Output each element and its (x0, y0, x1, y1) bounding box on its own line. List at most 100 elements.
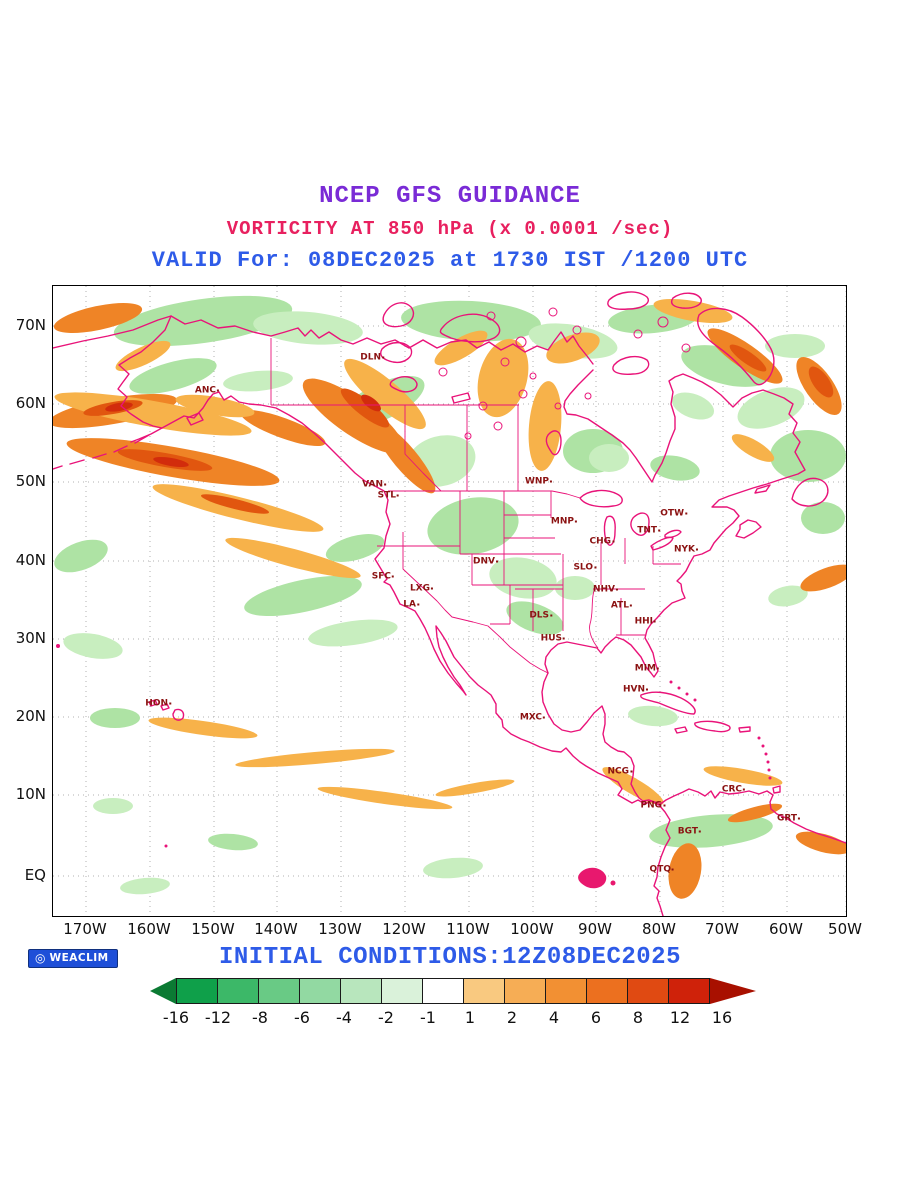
station-code: DLS (529, 610, 549, 621)
coastline-path (53, 315, 594, 365)
lon-tick-label: 170W (63, 920, 107, 938)
island-path (697, 307, 775, 386)
lon-tick-label: 100W (510, 920, 554, 938)
border-path (270, 338, 681, 674)
station-code: PNG (640, 800, 662, 811)
lat-tick-label: 60N (15, 394, 46, 412)
lake-path (389, 376, 418, 393)
colorbar-segment (217, 978, 259, 1004)
island-path (754, 484, 771, 494)
station-label-crc: CRC (722, 785, 745, 795)
station-code: DNV (473, 556, 495, 567)
station-code: STL (377, 490, 396, 501)
lat-tick-label: 70N (15, 316, 46, 334)
station-label-ncg: NCG (607, 767, 632, 777)
station-label-mim: MIM (635, 664, 659, 674)
station-code: ATL (610, 600, 629, 611)
colorbar-tick-label: 1 (464, 1008, 476, 1027)
lon-tick-label: 130W (318, 920, 362, 938)
colorbar-tick-labels: -16 -12 -8 -6 -4 -2 -1 1 2 4 6 8 12 16 (150, 1008, 790, 1028)
colorbar-tick-label: -8 (252, 1008, 268, 1027)
colorbar-tick-label: 8 (632, 1008, 644, 1027)
lake-path (630, 512, 650, 536)
station-marker-dot (563, 637, 565, 639)
lon-tick-label: 90W (578, 920, 612, 938)
colorbar-tick-label: -6 (294, 1008, 310, 1027)
station-marker-dot (384, 483, 386, 485)
station-marker-dot (699, 830, 701, 832)
station-marker-dot (217, 389, 219, 391)
station-code: HON (145, 698, 168, 709)
station-code: HUS (540, 633, 562, 644)
lon-tick-label: 140W (254, 920, 298, 938)
small-islands-and-lakes (438, 307, 691, 440)
station-code: OTW (660, 508, 684, 519)
colorbar-tick-label: -16 (162, 1008, 190, 1027)
station-label-png: PNG (640, 800, 665, 811)
colorbar-tick-label: 16 (711, 1008, 733, 1027)
island-path (612, 355, 650, 375)
colorbar-segment (340, 978, 382, 1004)
lon-tick-label: 160W (127, 920, 171, 938)
station-code: NHV (592, 584, 615, 595)
station-label-stl: STL (377, 490, 399, 501)
station-marker-dot (630, 770, 632, 772)
station-label-hhi: HHI (635, 617, 656, 627)
station-label-dnv: DNV (473, 556, 498, 567)
lat-tick-label: 40N (15, 551, 46, 569)
island-path (670, 292, 702, 309)
lake-path (650, 536, 674, 551)
colorbar-tick-label: -1 (420, 1008, 436, 1027)
station-marker-dot (550, 480, 552, 482)
coastlines (53, 291, 846, 916)
station-label-mxc: MXC (520, 713, 545, 723)
island-path (439, 313, 501, 343)
station-label-nyk: NYK (674, 545, 698, 555)
coastline-path (541, 672, 660, 804)
lat-tick-label: 50N (15, 472, 46, 490)
station-label-grt: GRT (776, 813, 800, 824)
island-path (382, 302, 415, 328)
station-code: VAN (362, 479, 383, 490)
island-path (148, 699, 185, 721)
station-label-mnp: MNP (551, 517, 577, 527)
lake-path (603, 515, 616, 546)
station-label-dln: DLN (360, 353, 384, 363)
colorbar-segment (627, 978, 669, 1004)
vorticity-negative-regions (54, 295, 846, 895)
station-label-qtq: QTQ (650, 865, 674, 875)
station-marker-dot (657, 667, 659, 669)
station-marker-dot (575, 520, 577, 522)
island-path (674, 726, 688, 734)
colorbar-segment (299, 978, 341, 1004)
island-path (791, 477, 829, 507)
colorbar-segment (422, 978, 464, 1004)
lat-tick-label: EQ (24, 866, 46, 884)
colorbar-segment (381, 978, 423, 1004)
station-code: GRT (776, 813, 797, 824)
station-label-hvn: HVN (623, 685, 648, 695)
colorbar-left-arrow (150, 978, 176, 1004)
island-path (735, 519, 762, 539)
colorbar-tick-label: -2 (378, 1008, 394, 1027)
coastline-path (161, 391, 671, 916)
station-marker-dot (672, 868, 674, 870)
chart-subtitle: VORTICITY AT 850 hPa (x 0.0001 /sec) (226, 218, 674, 240)
lon-tick-label: 110W (446, 920, 490, 938)
station-label-lxg: LXG (410, 584, 433, 594)
island-path (694, 720, 731, 733)
coastline-path (117, 315, 172, 443)
weaclim-logo-icon: ◎ (35, 951, 46, 965)
station-marker-dot (169, 702, 171, 704)
colorbar-tick-label: 6 (590, 1008, 602, 1027)
station-marker-dot (654, 620, 656, 622)
lon-tick-label: 120W (382, 920, 426, 938)
station-marker-dot (798, 817, 800, 819)
station-marker-dot (685, 512, 687, 514)
colorbar-tick-label: 2 (506, 1008, 518, 1027)
station-marker-dot (743, 788, 745, 790)
station-marker-dot (382, 356, 384, 358)
station-label-hon: HON (145, 698, 171, 709)
station-marker-dot (658, 529, 660, 531)
island-path (640, 691, 696, 715)
